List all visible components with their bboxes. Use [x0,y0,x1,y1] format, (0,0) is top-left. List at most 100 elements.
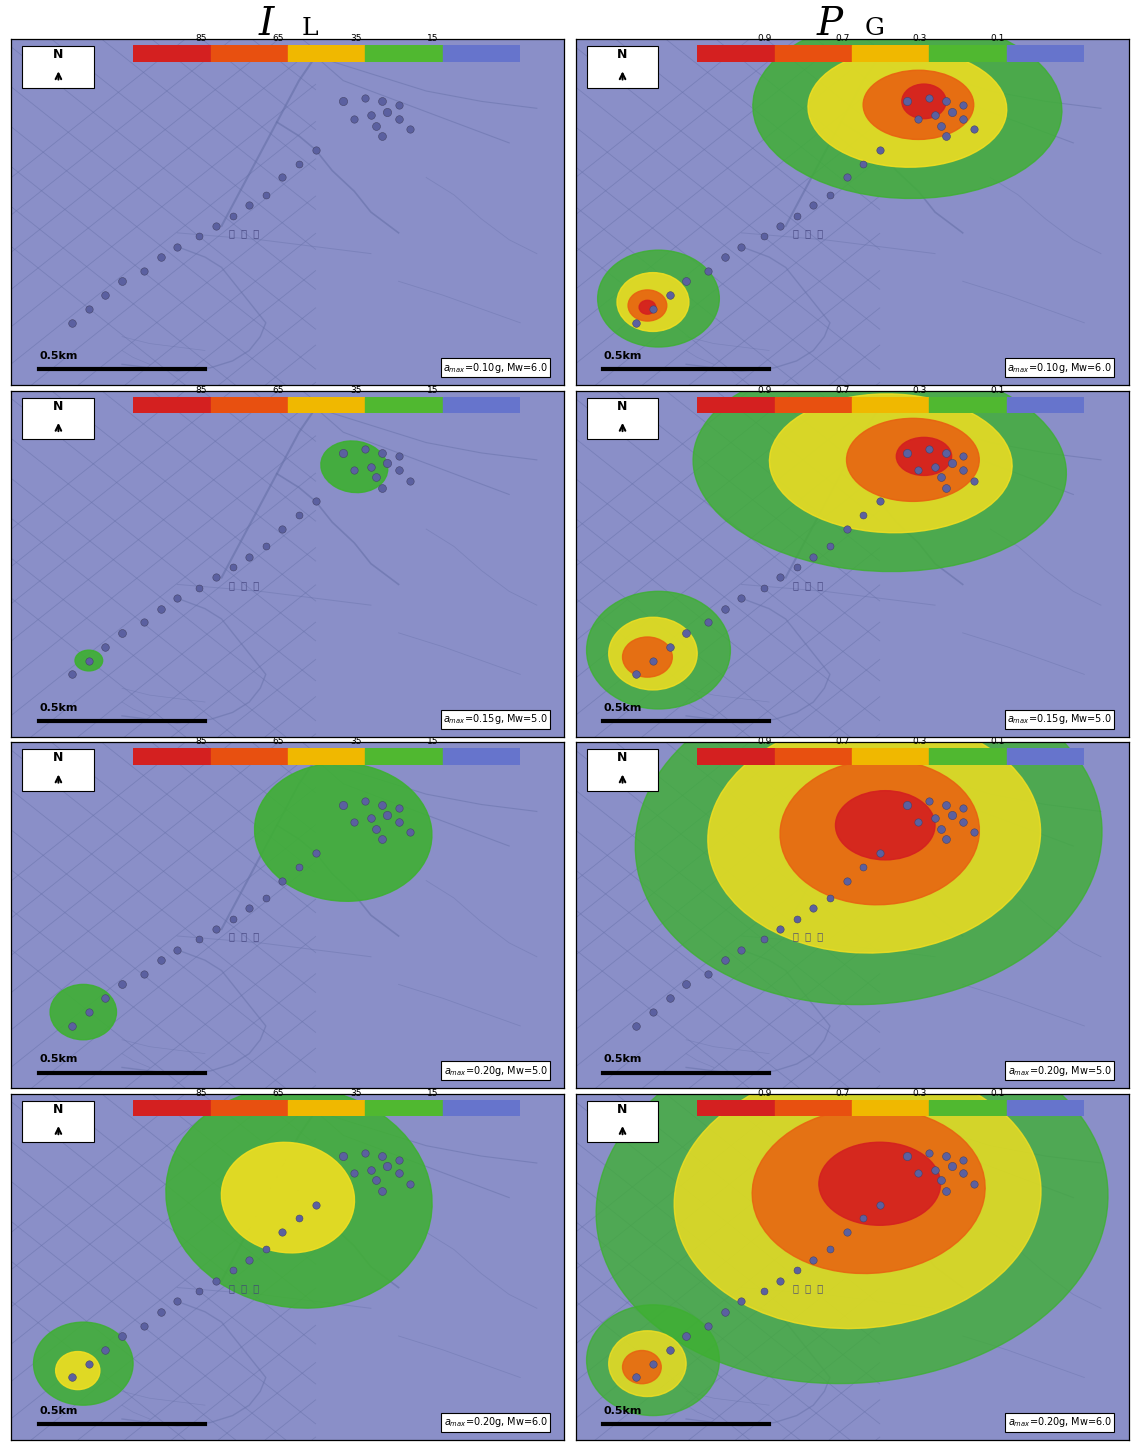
Text: 15: 15 [428,738,439,747]
Point [771,1269,789,1292]
Point [345,810,364,833]
Text: 0.9: 0.9 [758,738,772,747]
Text: 0.9: 0.9 [758,386,772,395]
Text: 0.5km: 0.5km [39,703,78,713]
Ellipse shape [847,418,979,501]
Text: 0.7: 0.7 [836,1090,849,1098]
Point [152,1301,170,1324]
Bar [23,1101,95,1142]
Text: N: N [54,399,64,412]
Bar [587,46,659,87]
Point [771,917,789,941]
Point [926,807,944,831]
Ellipse shape [596,1026,1108,1383]
Point [926,104,944,127]
Point [361,104,380,127]
Ellipse shape [56,1351,100,1389]
Point [169,1289,187,1312]
Point [96,987,114,1010]
Text: 35: 35 [350,35,361,43]
Point [871,841,889,864]
Point [931,1169,950,1192]
Text: 85: 85 [195,386,206,395]
Ellipse shape [836,790,935,860]
Point [838,518,856,541]
Ellipse shape [597,250,719,347]
Point [274,870,292,893]
Point [788,204,806,227]
Point [256,184,275,207]
Bar [23,750,95,790]
Point [937,793,955,816]
Point [931,114,950,137]
Point [373,441,391,464]
Point [660,1338,678,1362]
Point [644,1000,662,1023]
Point [910,1162,928,1185]
Point [804,897,822,920]
Text: 산  천  천: 산 천 천 [229,932,259,942]
Point [898,1145,917,1168]
Point [223,204,242,227]
Text: $a_{max}$=0.20g, Mw=6.0: $a_{max}$=0.20g, Mw=6.0 [443,1415,548,1430]
Point [937,1179,955,1202]
Text: $a_{max}$=0.15g, Mw=5.0: $a_{max}$=0.15g, Mw=5.0 [1008,712,1112,726]
Point [207,1269,226,1292]
Point [96,635,114,658]
Point [256,887,275,910]
Text: $a_{max}$=0.15g, Mw=5.0: $a_{max}$=0.15g, Mw=5.0 [443,712,548,726]
Point [274,1221,292,1244]
Point [113,269,131,292]
Text: N: N [618,751,628,764]
Ellipse shape [708,718,1041,954]
Point [854,1207,872,1230]
Point [660,635,678,658]
Point [821,535,839,559]
Point [937,90,955,113]
Point [307,841,325,864]
Point [390,93,408,116]
Point [373,90,391,113]
Point [345,1162,364,1185]
Ellipse shape [609,1331,686,1396]
Point [926,1159,944,1182]
Text: 산  천  천: 산 천 천 [229,1283,259,1294]
Point [953,810,971,833]
Point [152,246,170,269]
Point [699,1314,717,1337]
Point [953,444,971,467]
Bar [587,750,659,790]
Point [854,504,872,527]
Point [113,1324,131,1347]
Point [854,152,872,175]
Point [699,611,717,634]
Point [390,444,408,467]
Point [135,1314,153,1337]
Point [699,259,717,282]
Point [755,1279,773,1302]
Point [920,790,938,813]
Ellipse shape [628,289,667,321]
Point [367,818,385,841]
Point [732,234,750,258]
Point [821,1239,839,1262]
Text: 산  천  천: 산 천 천 [229,229,259,239]
Point [63,663,81,686]
Point [920,1142,938,1165]
Point [937,441,955,464]
Ellipse shape [254,763,432,901]
Point [256,535,275,559]
Point [943,1155,961,1178]
Point [390,796,408,819]
Ellipse shape [752,19,1062,198]
Point [290,855,308,878]
Point [937,476,955,499]
Point [732,1289,750,1312]
Text: 65: 65 [272,35,284,43]
Text: 85: 85 [195,738,206,747]
Text: 0.5km: 0.5km [603,352,642,362]
Ellipse shape [33,1323,133,1405]
Text: L: L [302,17,318,41]
Text: N: N [618,1103,628,1116]
Text: 0.3: 0.3 [913,35,927,43]
